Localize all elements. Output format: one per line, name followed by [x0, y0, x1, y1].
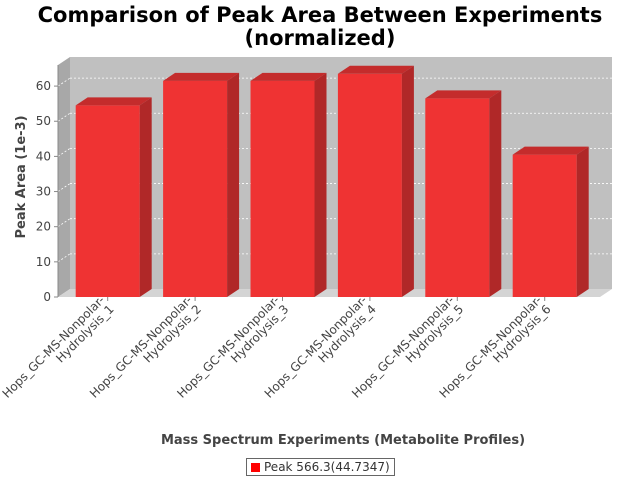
bar-side	[139, 97, 152, 297]
bar-top	[250, 72, 327, 81]
bar-side	[227, 72, 240, 298]
bar-side	[489, 90, 502, 297]
x-tick-label-line: Hops_GC-MS-Nonpolar-	[0, 293, 107, 401]
chart-subtitle: (normalized)	[244, 26, 396, 50]
plot-left-wall	[58, 57, 70, 297]
grid-line	[57, 148, 71, 157]
legend-swatch	[251, 462, 260, 472]
legend-label: Peak 566.3(44.7347)	[264, 460, 390, 474]
bar	[512, 154, 577, 297]
x-tick-labels: Hops_GC-MS-Nonpolar-Hydrolysis_1Hops_GC-…	[0, 293, 554, 401]
y-tick-label: 0	[43, 290, 51, 304]
bars	[75, 65, 589, 298]
grid-line	[57, 253, 71, 263]
bar	[337, 73, 402, 298]
y-axis-label: Peak Area (1e-3)	[14, 115, 29, 238]
y-tick-label: 10	[36, 255, 51, 269]
y-tick-label: 50	[36, 114, 51, 128]
y-tick-label: 60	[36, 79, 51, 93]
grid-line	[57, 77, 71, 87]
legend: Peak 566.3(44.7347)	[246, 458, 395, 476]
bar-side	[314, 72, 327, 298]
bar-top	[163, 72, 240, 81]
bar-top	[75, 97, 152, 106]
y-tick-label: 30	[36, 185, 51, 199]
chart-title: Comparison of Peak Area Between Experime…	[37, 3, 603, 27]
y-ticks: 0 10 20 30 40 50 60	[36, 79, 58, 304]
bar-side	[401, 65, 414, 298]
bar-side	[576, 146, 589, 297]
bar	[425, 98, 490, 297]
grid-line	[57, 218, 71, 228]
bar-top	[337, 65, 414, 74]
bar-top	[425, 90, 502, 99]
y-tick-label: 20	[36, 220, 51, 234]
grid-line	[57, 183, 71, 192]
bar-top	[512, 146, 589, 155]
bar	[75, 105, 140, 297]
bar	[250, 80, 315, 298]
x-axis-label: Mass Spectrum Experiments (Metabolite Pr…	[161, 433, 525, 448]
y-tick-label: 40	[36, 149, 51, 163]
bar	[163, 80, 228, 298]
grid-lines	[57, 77, 612, 263]
grid-line	[57, 112, 71, 122]
